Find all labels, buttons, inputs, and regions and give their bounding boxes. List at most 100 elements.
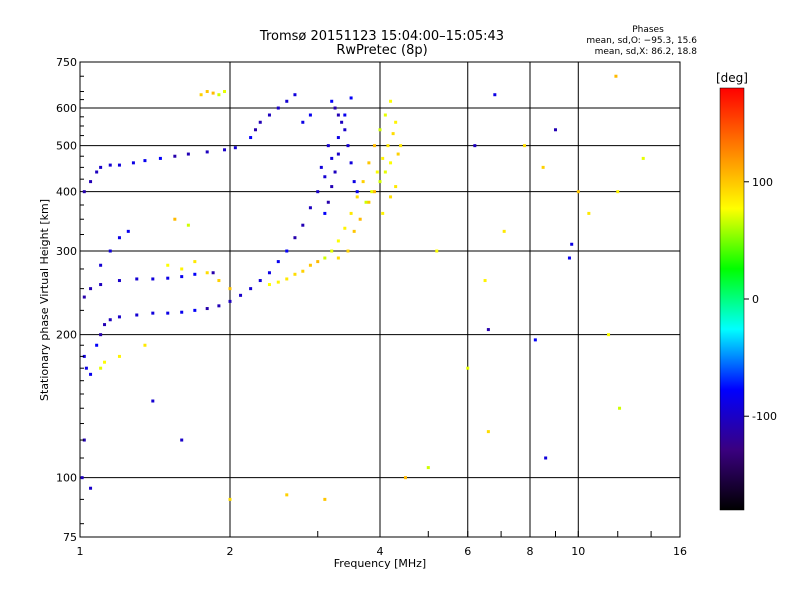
data-point	[533, 338, 537, 342]
data-point	[267, 271, 271, 275]
data-point	[258, 279, 262, 283]
y-axis-label: Stationary phase Virtual Height [km]	[38, 199, 51, 401]
data-point	[205, 150, 209, 154]
y-tick-label: 300	[56, 245, 77, 258]
data-point	[336, 256, 340, 260]
data-point	[541, 165, 545, 169]
data-point	[89, 486, 93, 490]
data-point	[370, 190, 374, 194]
data-point	[394, 120, 398, 124]
data-point	[389, 161, 393, 165]
data-point	[323, 497, 327, 501]
data-point	[285, 493, 289, 497]
colorbar-tick-label: 0	[752, 293, 759, 306]
data-point	[343, 128, 347, 132]
data-point	[228, 497, 232, 501]
data-point	[343, 226, 347, 230]
chart-title: Tromsø 20151123 15:04:00–15:05:43	[259, 29, 504, 44]
data-point	[389, 99, 393, 103]
data-point	[193, 260, 197, 264]
data-point	[80, 476, 84, 480]
data-point	[151, 277, 155, 281]
data-point	[89, 372, 93, 376]
data-point	[89, 180, 93, 184]
data-point	[330, 156, 334, 160]
data-point	[186, 152, 190, 156]
data-point	[135, 277, 139, 281]
data-point	[199, 93, 203, 97]
data-point	[364, 200, 368, 204]
data-point	[576, 190, 580, 194]
y-tick-label: 100	[56, 472, 77, 485]
data-point	[333, 170, 337, 174]
x-axis-ticks: 1 2 4 6 8 10 16	[77, 531, 687, 558]
x-tick-label: 10	[571, 545, 585, 558]
y-tick-label: 500	[56, 140, 77, 153]
data-point	[301, 269, 305, 273]
data-point	[389, 195, 393, 199]
y-tick-label: 750	[56, 56, 77, 69]
data-point	[180, 438, 184, 442]
data-point	[103, 360, 107, 364]
x-tick-label: 4	[377, 545, 384, 558]
data-point	[316, 260, 320, 264]
data-point	[567, 256, 571, 260]
stats-line-o: mean, sd,O: −95.3, 15.6	[586, 36, 697, 46]
data-point	[143, 159, 147, 163]
data-point	[84, 366, 88, 370]
data-point	[386, 144, 390, 148]
data-point	[99, 263, 103, 267]
data-point	[205, 307, 209, 311]
data-point	[483, 279, 487, 283]
data-point	[301, 120, 305, 124]
x-tick-label: 1	[77, 545, 84, 558]
data-point	[117, 354, 121, 358]
data-point	[186, 223, 190, 227]
data-point	[180, 267, 184, 271]
data-point	[367, 200, 371, 204]
data-point	[352, 180, 356, 184]
data-point	[618, 406, 622, 410]
data-point	[211, 91, 215, 95]
data-point	[323, 256, 327, 260]
data-point	[267, 283, 271, 287]
data-point	[587, 211, 591, 215]
data-point	[151, 311, 155, 315]
data-point	[336, 152, 340, 156]
data-point	[108, 249, 112, 253]
data-point	[641, 156, 645, 160]
x-axis-label: Frequency [MHz]	[334, 557, 426, 570]
data-point	[336, 113, 340, 117]
data-point	[95, 170, 99, 174]
data-point	[99, 366, 103, 370]
data-points	[80, 74, 645, 501]
y-tick-label: 200	[56, 329, 77, 342]
data-point	[108, 163, 112, 167]
data-point	[151, 399, 155, 403]
data-point	[253, 128, 257, 132]
data-point	[378, 128, 382, 132]
chart-subtitle: RwPretec (8p)	[336, 43, 427, 58]
data-point	[403, 476, 407, 480]
data-point	[166, 263, 170, 267]
data-point	[355, 190, 359, 194]
data-point	[316, 190, 320, 194]
data-point	[308, 263, 312, 267]
grid	[80, 62, 680, 537]
data-point	[267, 113, 271, 117]
data-point	[293, 93, 297, 97]
data-point	[502, 229, 506, 233]
data-point	[466, 366, 470, 370]
data-point	[285, 277, 289, 281]
data-point	[239, 293, 243, 297]
data-point	[308, 113, 312, 117]
data-point	[343, 113, 347, 117]
data-point	[336, 239, 340, 243]
x-tick-label: 2	[227, 545, 234, 558]
data-point	[323, 211, 327, 215]
y-tick-label: 600	[56, 102, 77, 115]
data-point	[493, 93, 497, 97]
data-point	[95, 343, 99, 347]
data-point	[330, 185, 334, 189]
data-point	[228, 287, 232, 291]
